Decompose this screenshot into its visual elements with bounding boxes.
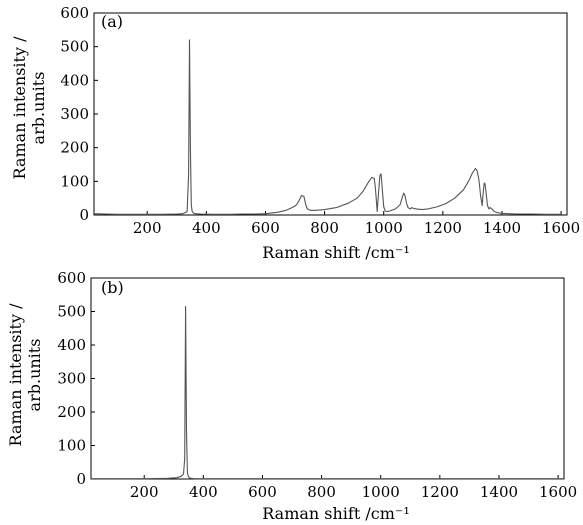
panel-b: (b) Raman shift /cm⁻¹ Raman intensity / … bbox=[6, 269, 577, 523]
panel-a-label: (a) bbox=[101, 12, 123, 31]
panel-a-xtick-label: 200 bbox=[133, 219, 162, 237]
panel-a: (a) Raman shift /cm⁻¹ Raman intensity / … bbox=[10, 4, 580, 262]
panel-a-xtick-label: 1600 bbox=[542, 219, 580, 237]
panel-b-ylabel-line1: Raman intensity / bbox=[6, 303, 25, 447]
panel-b-xtick-label: 800 bbox=[307, 483, 336, 501]
panel-a-xtick-label: 1400 bbox=[483, 219, 521, 237]
panel-b-xtick-label: 600 bbox=[248, 483, 277, 501]
panel-a-plot-frame bbox=[93, 12, 568, 216]
panel-b-series-line-0 bbox=[91, 305, 564, 480]
panel-b-ylabel-line2: arb.units bbox=[25, 339, 44, 412]
panel-a-xtick-label: 400 bbox=[192, 219, 221, 237]
panel-a-xtick-label: 1000 bbox=[365, 219, 403, 237]
panel-b-ytick-label: 500 bbox=[57, 303, 86, 321]
panel-b-ytick-label: 100 bbox=[57, 437, 86, 455]
panel-a-ytick-label: 500 bbox=[60, 38, 89, 56]
panel-b-label: (b) bbox=[101, 278, 124, 297]
panel-b-xtick-label: 1400 bbox=[480, 483, 518, 501]
panel-a-xtick-label: 800 bbox=[310, 219, 339, 237]
panel-b-xlabel: Raman shift /cm⁻¹ bbox=[262, 504, 410, 523]
panel-a-ytick-label: 0 bbox=[79, 206, 89, 224]
panel-b-xtick-label: 1600 bbox=[539, 483, 577, 501]
panel-b-ytick-label: 300 bbox=[57, 370, 86, 388]
panel-a-ytick-label: 200 bbox=[60, 139, 89, 157]
panel-b-xtick-label: 200 bbox=[130, 483, 159, 501]
panel-b-xtick-label: 1000 bbox=[362, 483, 400, 501]
panel-a-xtick-label: 600 bbox=[251, 219, 280, 237]
panel-b-ytick-label: 0 bbox=[76, 470, 86, 488]
panel-b-plot-frame bbox=[90, 277, 565, 480]
panel-a-ytick-label: 600 bbox=[60, 4, 89, 22]
panel-b-ytick-label: 600 bbox=[57, 269, 86, 287]
panel-b-ytick-label: 200 bbox=[57, 403, 86, 421]
panel-b-xtick-label: 1200 bbox=[421, 483, 459, 501]
panel-b-ytick-label: 400 bbox=[57, 336, 86, 354]
panel-a-xlabel: Raman shift /cm⁻¹ bbox=[262, 243, 410, 262]
panel-a-ytick-label: 100 bbox=[60, 172, 89, 190]
panel-a-ytick-label: 300 bbox=[60, 105, 89, 123]
panel-a-ylabel-line1: Raman intensity / bbox=[10, 36, 29, 180]
panel-a-ylabel-line2: arb.units bbox=[29, 72, 48, 145]
panel-a-xtick-label: 1200 bbox=[424, 219, 462, 237]
panel-a-series-line-0 bbox=[93, 39, 562, 215]
panel-b-xtick-label: 400 bbox=[189, 483, 218, 501]
panel-a-ytick-label: 400 bbox=[60, 71, 89, 89]
